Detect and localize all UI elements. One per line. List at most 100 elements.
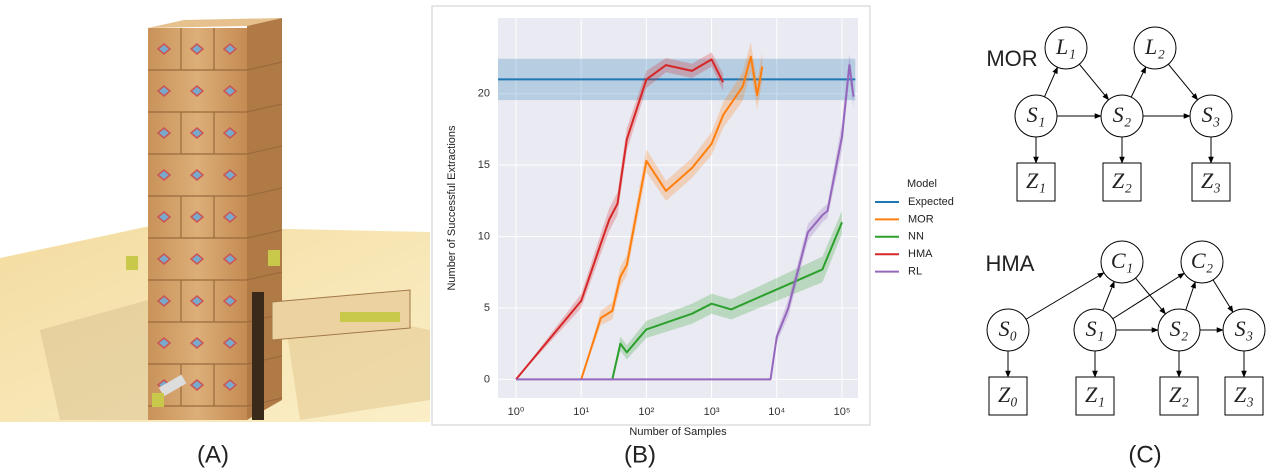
diagram-title: MOR	[986, 46, 1037, 71]
node-label: C₁	[1111, 248, 1133, 273]
legend-label: Expected	[908, 196, 954, 208]
tower-render	[0, 18, 430, 422]
diagram-node	[1224, 376, 1264, 416]
diagram-node	[1016, 162, 1056, 202]
error-band	[581, 42, 763, 380]
diagram-node	[1044, 26, 1088, 70]
panel-label: (B)	[624, 441, 656, 468]
block-edge	[246, 103, 283, 113]
plot-area	[498, 18, 858, 398]
diagram-edge	[1102, 280, 1115, 311]
diagram-node	[1100, 94, 1144, 138]
block-marker	[222, 169, 238, 181]
block-marker	[189, 169, 205, 181]
diagram-edge	[1044, 66, 1058, 97]
block-marker	[189, 43, 205, 55]
block-marker	[156, 253, 172, 265]
block-marker	[156, 337, 172, 349]
node-label: S₃	[1202, 102, 1221, 127]
node-label: Z₁	[1026, 168, 1046, 193]
legend-label: MOR	[908, 213, 934, 225]
y-tick-label: 15	[478, 159, 490, 171]
legend-title: Model	[907, 178, 937, 190]
diagram-edge	[1112, 272, 1185, 320]
node-label: S₃	[1235, 316, 1254, 341]
diagram-node	[986, 308, 1030, 352]
diagram-edge	[1078, 63, 1110, 101]
diagram-edge	[1025, 272, 1105, 320]
node-label: Z₂	[1169, 382, 1189, 407]
block-marker	[222, 127, 238, 139]
diagram-node	[1222, 308, 1266, 352]
node-label: L₁	[1055, 34, 1076, 59]
y-tick-label: 0	[484, 373, 490, 385]
x-axis-label: Number of Samples	[629, 426, 727, 438]
block-marker	[222, 85, 238, 97]
x-tick-label: 10²	[638, 406, 654, 418]
node-label: Z₀	[998, 382, 1018, 407]
x-tick-label: 10⁰	[508, 406, 525, 418]
diagram-edge	[1135, 277, 1166, 315]
legend-label: HMA	[908, 248, 933, 260]
node-label: S₂	[1170, 316, 1189, 341]
diagram-edge	[1212, 279, 1234, 313]
block-marker	[189, 337, 205, 349]
series-line	[580, 55, 764, 380]
block-edge	[246, 271, 283, 281]
y-axis-label: Number of Successful Extractions	[446, 125, 458, 291]
block-marker	[189, 85, 205, 97]
series-line	[515, 58, 724, 381]
x-tick-label: 10⁴	[768, 406, 785, 418]
y-tick-label: 20	[478, 88, 490, 100]
diagram-node	[1180, 240, 1224, 284]
node-label: S₁	[1027, 102, 1046, 127]
diagram-node	[1014, 94, 1058, 138]
node-label: S₁	[1086, 316, 1105, 341]
block-marker	[222, 379, 238, 391]
node-label: S₂	[1113, 102, 1132, 127]
block-marker	[189, 127, 205, 139]
diagram-node	[1159, 376, 1199, 416]
x-tick-label: 10¹	[573, 406, 589, 418]
diagram-node	[1102, 162, 1142, 202]
block-marker	[222, 295, 238, 307]
diagram-title: HMA	[986, 251, 1035, 276]
block-marker	[222, 337, 238, 349]
node-label: Z₂	[1112, 168, 1132, 193]
panel-label: (A)	[197, 441, 229, 468]
block-edge	[246, 187, 283, 197]
series-line	[611, 221, 843, 380]
block-marker	[156, 295, 172, 307]
block-marker	[222, 43, 238, 55]
diagram-edge	[1167, 63, 1199, 101]
block-marker	[156, 43, 172, 55]
block-marker	[156, 85, 172, 97]
series-line	[516, 64, 855, 381]
node-label: S₀	[999, 316, 1018, 341]
block-marker	[189, 295, 205, 307]
y-tick-label: 5	[484, 302, 490, 314]
node-label: Z₃	[1201, 168, 1221, 193]
x-tick-label: 10³	[704, 406, 720, 418]
block-marker	[189, 211, 205, 223]
block-marker	[156, 169, 172, 181]
block-marker	[189, 253, 205, 265]
x-tick-label: 10⁵	[834, 406, 851, 418]
diagram-node	[1073, 308, 1117, 352]
node-label: L₂	[1144, 34, 1165, 59]
block-marker	[156, 127, 172, 139]
legend-label: RL	[908, 266, 922, 278]
block-marker	[222, 211, 238, 223]
diagram-edge	[1130, 66, 1147, 98]
diagram-node	[1075, 376, 1115, 416]
block-edge	[246, 145, 283, 155]
diagram-node	[988, 376, 1028, 416]
block-edge	[246, 61, 283, 71]
node-label: Z₃	[1234, 382, 1254, 407]
legend-label: NN	[908, 231, 924, 243]
diagram-node	[1133, 26, 1177, 70]
diagram-node	[1100, 240, 1144, 284]
panel-label: (C)	[1128, 441, 1161, 468]
block-marker	[189, 379, 205, 391]
diagram-node	[1157, 308, 1201, 352]
